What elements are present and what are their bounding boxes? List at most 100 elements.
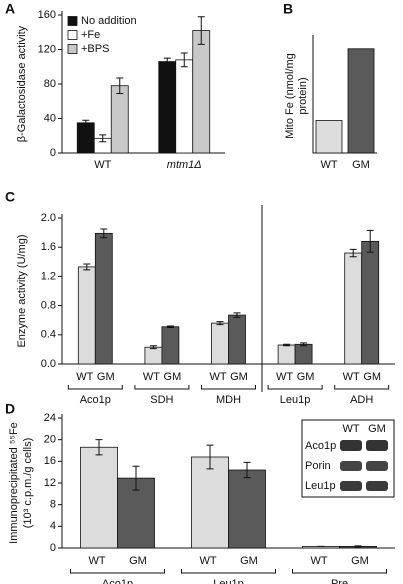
legend-label: +Fe xyxy=(81,29,100,41)
legend-swatch xyxy=(67,44,78,54)
series-label: GM xyxy=(164,371,182,383)
group-bracket xyxy=(292,569,387,574)
x-tick-label: GM xyxy=(352,159,370,171)
y-tick-label: 1.2 xyxy=(41,270,56,282)
error-bar xyxy=(206,444,214,470)
error-bar xyxy=(166,325,174,328)
legend-swatch xyxy=(67,16,78,26)
bar xyxy=(211,322,229,365)
bar xyxy=(158,61,177,154)
series-label: WT xyxy=(199,555,216,567)
x-tick-label: Leu1p xyxy=(213,578,244,584)
blot-band xyxy=(340,481,362,491)
bar xyxy=(94,232,113,365)
bar xyxy=(191,456,229,549)
y-axis-label: (10³ c.p.m./g cells) xyxy=(22,438,34,528)
group-bracket xyxy=(67,385,123,390)
error-bar xyxy=(99,134,107,143)
y-tick-label: 0 xyxy=(50,147,56,159)
y-axis-label: Enzyme activity (U/mg) xyxy=(16,234,28,347)
y-tick-label: 4 xyxy=(50,520,56,532)
x-tick-label: Aco1p xyxy=(80,394,111,406)
error-bar xyxy=(283,343,291,347)
bar xyxy=(76,122,95,154)
y-tick-label: 120 xyxy=(38,43,56,55)
blot-band xyxy=(366,481,388,491)
y-tick-label: 12 xyxy=(44,477,56,489)
series-label: WT xyxy=(209,371,226,383)
y-tick-label: 2.0 xyxy=(41,212,56,224)
panel-letter: C xyxy=(5,189,15,205)
series-label: GM xyxy=(129,555,147,567)
y-tick-label: 8 xyxy=(50,499,56,511)
y-tick-label: 160 xyxy=(38,9,56,21)
bar xyxy=(294,343,313,365)
y-axis-label: protein) xyxy=(297,77,309,114)
inset-row: Leu1p xyxy=(305,480,336,492)
inset-row: Aco1p xyxy=(305,440,336,452)
error-bar xyxy=(163,57,171,66)
bar xyxy=(361,240,380,365)
series-label: GM xyxy=(351,555,369,567)
bar xyxy=(110,85,129,154)
bar xyxy=(228,469,266,549)
group-bracket xyxy=(267,385,323,390)
x-tick-label: Aco1p xyxy=(102,578,133,584)
legend-label: +BPS xyxy=(81,43,109,55)
series-label: WT xyxy=(276,371,293,383)
series-label: WT xyxy=(88,555,105,567)
blot-inset: WT GM Aco1p Porin Leu1p xyxy=(301,419,395,498)
y-tick-label: 24 xyxy=(44,412,56,424)
x-tick-label: WT xyxy=(320,159,337,171)
error-bar xyxy=(83,263,91,271)
y-tick-label: 80 xyxy=(44,78,56,90)
blot-band xyxy=(340,461,362,471)
group-bracket xyxy=(201,385,256,390)
panel-letter: D xyxy=(5,401,15,417)
error-bar xyxy=(233,312,241,318)
y-tick-label: 1.6 xyxy=(41,241,56,253)
series-label: GM xyxy=(230,371,248,383)
series-label: WT xyxy=(143,371,160,383)
bar xyxy=(144,346,163,365)
error-bar xyxy=(149,345,157,350)
error-bar xyxy=(300,342,308,347)
bar xyxy=(175,59,194,154)
error-bar xyxy=(95,439,103,456)
y-tick-label: 0.8 xyxy=(41,300,56,312)
error-bar xyxy=(366,229,374,253)
blot-band xyxy=(366,461,388,471)
x-tick-label: WT xyxy=(94,159,111,171)
y-tick-label: 16 xyxy=(44,455,56,467)
y-tick-label: 20 xyxy=(44,434,56,446)
inset-column: GM xyxy=(368,423,386,435)
error-bar xyxy=(349,248,357,258)
series-label: WT xyxy=(76,371,93,383)
group-bracket xyxy=(181,569,276,574)
bar xyxy=(161,326,180,365)
x-tick-label: Pre xyxy=(331,578,348,584)
error-bar xyxy=(100,228,108,239)
x-tick-label: MDH xyxy=(216,394,241,406)
legend-swatch xyxy=(67,30,78,40)
bar xyxy=(347,48,375,154)
bar xyxy=(228,314,246,365)
series-label: GM xyxy=(297,371,315,383)
y-axis-label: Immunoprecipitated ⁵⁵Fe xyxy=(8,422,20,544)
x-tick-label: Leu1p xyxy=(280,394,311,406)
panel-letter: A xyxy=(5,1,15,17)
error-bar xyxy=(197,16,205,45)
y-tick-label: 0.4 xyxy=(41,329,56,341)
y-axis-label: Mito Fe (nmol/mg xyxy=(284,53,296,139)
y-tick-label: 0 xyxy=(50,542,56,554)
x-tick-label: SDH xyxy=(150,394,173,406)
series-label: GM xyxy=(97,371,115,383)
x-tick-label: ADH xyxy=(350,394,373,406)
y-axis-label: β-Galactosidase activity xyxy=(16,25,28,142)
blot-band xyxy=(366,440,388,451)
x-tick-label: mtm1Δ xyxy=(167,159,202,171)
group-bracket xyxy=(70,569,165,574)
bar xyxy=(192,30,211,154)
error-bar xyxy=(132,465,140,491)
